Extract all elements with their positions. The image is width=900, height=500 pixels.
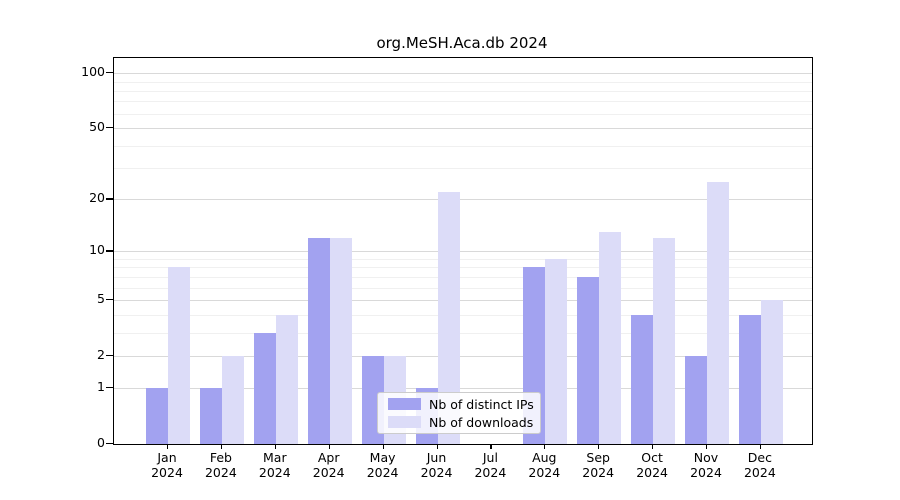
gridline-minor-9 [114,258,812,260]
gridline-minor-80 [114,90,812,92]
gridline-minor-3 [114,332,812,334]
gridline-major-2 [114,355,812,357]
y-axis-tick-mark-10 [106,250,113,252]
y-axis-tick-label-1: 1 [97,379,105,395]
bar-downloads-oct [653,237,676,444]
gridline-major-5 [114,300,812,302]
x-axis-tick-mark-nov [706,444,708,449]
y-axis-tick-mark-2 [106,354,113,356]
x-axis-label-mar: Mar 2024 [258,450,291,480]
x-axis-label-jun: Jun 2024 [420,450,453,480]
bar-downloads-mar [275,314,298,444]
y-axis-tick-mark-0 [106,443,113,445]
x-axis-label-oct: Oct 2024 [636,450,668,480]
x-axis-tick-mark-jan [167,444,169,449]
legend-label-ips: Nb of distinct IPs [429,396,534,412]
x-axis-label-sep: Sep 2024 [582,450,615,480]
bar-downloads-sep [599,231,622,444]
bar-ips-nov [685,355,707,444]
bar-downloads-nov [707,182,729,444]
gridline-minor-6 [114,287,812,289]
x-axis-label-aug: Aug 2024 [528,450,561,480]
gridline-minor-90 [114,81,812,83]
x-axis-tick-mark-oct [652,444,654,449]
x-axis-tick-mark-sep [598,444,600,449]
gridline-major-10 [114,251,812,253]
legend-item-downloads: Nb of downloads [378,415,540,430]
y-axis-tick-mark-50 [106,127,113,129]
chart-title: org.MeSH.Aca.db 2024 [376,34,548,52]
x-axis-tick-mark-apr [328,444,330,449]
y-axis-tick-label-100: 100 [81,64,105,80]
gridline-minor-70 [114,101,812,103]
bar-ips-feb [199,388,222,444]
x-axis-label-apr: Apr 2024 [312,450,345,480]
y-axis-tick-mark-20 [106,198,113,200]
bar-ips-sep [577,276,600,444]
gridline-major-20 [114,199,812,201]
legend-swatch-ips [388,398,421,410]
bar-downloads-aug [545,259,568,444]
bar-ips-apr [307,237,330,444]
gridline-minor-30 [114,168,812,170]
gridline-minor-60 [114,113,812,115]
gridline-major-1 [114,388,812,390]
legend-label-downloads: Nb of downloads [429,414,534,430]
gridline-major-50 [114,128,812,130]
x-axis-label-dec: Dec 2024 [743,450,776,480]
y-axis-tick-label-0: 0 [97,435,105,450]
gridline-minor-7 [114,276,812,278]
plot-area [113,57,813,445]
bar-ips-dec [738,314,761,444]
x-axis-tick-mark-mar [274,444,276,449]
y-axis-tick-label-10: 10 [89,242,105,258]
x-axis-label-jul: Jul 2024 [474,450,507,480]
x-axis-tick-mark-feb [220,444,223,449]
bar-downloads-apr [329,237,352,444]
x-axis-label-feb: Feb 2024 [204,450,237,480]
bar-ips-mar [253,332,276,444]
x-axis-tick-mark-aug [544,444,546,449]
y-axis-tick-label-2: 2 [97,346,105,362]
gridline-major-100 [114,73,812,75]
legend: Nb of distinct IPs Nb of downloads [377,392,541,434]
bar-ips-jan [146,388,168,444]
y-axis-tick-label-50: 50 [89,119,105,135]
bar-downloads-jan [168,267,190,444]
x-axis-tick-mark-jul [490,444,492,449]
x-axis-label-may: May 2024 [366,450,399,480]
bar-downloads-jun [437,192,460,444]
legend-swatch-downloads [388,416,421,428]
bar-downloads-dec [760,300,783,444]
legend-item-distinct-ips: Nb of distinct IPs [378,397,540,412]
x-axis-tick-mark-dec [759,444,762,449]
gridline-minor-40 [114,145,812,147]
y-axis-tick-label-20: 20 [89,190,105,206]
x-axis-label-nov: Nov 2024 [690,450,722,480]
x-axis-label-jan: Jan 2024 [151,450,183,480]
gridline-minor-4 [114,314,812,316]
x-axis-tick-mark-jun [436,444,438,449]
x-axis-tick-mark-may [382,444,384,449]
bar-ips-oct [631,314,654,444]
bar-downloads-feb [221,355,244,444]
y-axis-tick-mark-1 [106,387,113,389]
y-axis-tick-label-5: 5 [97,291,105,307]
gridline-minor-8 [114,267,812,269]
y-axis-tick-mark-100 [106,72,113,74]
y-axis-tick-mark-5 [106,299,113,301]
